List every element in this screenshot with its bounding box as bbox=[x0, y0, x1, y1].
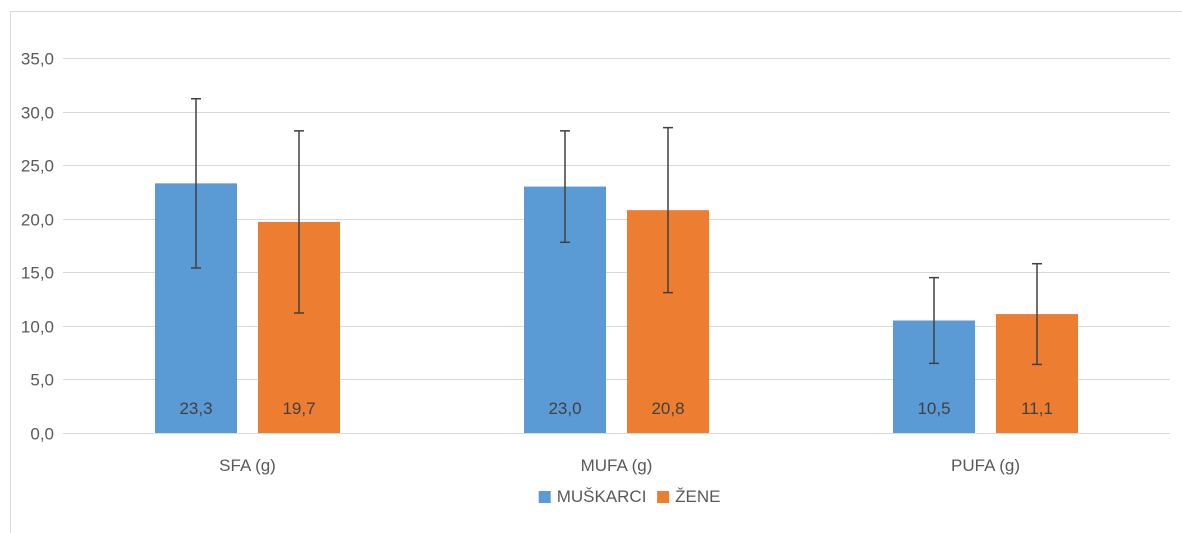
x-axis-categories: SFA (g) MUFA (g) PUFA (g) bbox=[219, 456, 1020, 475]
chart-border bbox=[10, 11, 1182, 533]
legend: MUŠKARCI ŽENE bbox=[538, 487, 720, 506]
data-labels: 23,3 19,7 23,0 20,8 10,5 11,1 bbox=[179, 399, 1052, 418]
y-tick-label: 0,0 bbox=[30, 425, 54, 444]
y-axis-ticks: 0,0 5,0 10,0 15,0 20,0 25,0 30,0 35,0 bbox=[21, 50, 54, 444]
legend-label: ŽENE bbox=[675, 487, 720, 506]
error-bars bbox=[191, 97, 1042, 366]
x-category-label: SFA (g) bbox=[219, 456, 276, 475]
bars bbox=[155, 183, 1078, 433]
y-tick-label: 5,0 bbox=[30, 371, 54, 390]
y-tick-label: 25,0 bbox=[21, 157, 54, 176]
y-tick-label: 15,0 bbox=[21, 264, 54, 283]
y-tick-label: 35,0 bbox=[21, 50, 54, 69]
data-label: 19,7 bbox=[282, 399, 315, 418]
data-label: 23,3 bbox=[179, 399, 212, 418]
y-tick-label: 10,0 bbox=[21, 318, 54, 337]
y-tick-label: 30,0 bbox=[21, 104, 54, 123]
legend-swatch bbox=[538, 491, 551, 503]
x-category-label: MUFA (g) bbox=[581, 456, 653, 475]
data-label: 20,8 bbox=[651, 399, 684, 418]
data-label: 23,0 bbox=[548, 399, 581, 418]
legend-label: MUŠKARCI bbox=[557, 487, 647, 506]
data-label: 10,5 bbox=[917, 399, 950, 418]
data-label: 11,1 bbox=[1021, 399, 1053, 418]
y-tick-label: 20,0 bbox=[21, 211, 54, 230]
gridlines bbox=[63, 58, 1170, 434]
legend-swatch bbox=[657, 491, 670, 503]
x-category-label: PUFA (g) bbox=[951, 456, 1020, 475]
